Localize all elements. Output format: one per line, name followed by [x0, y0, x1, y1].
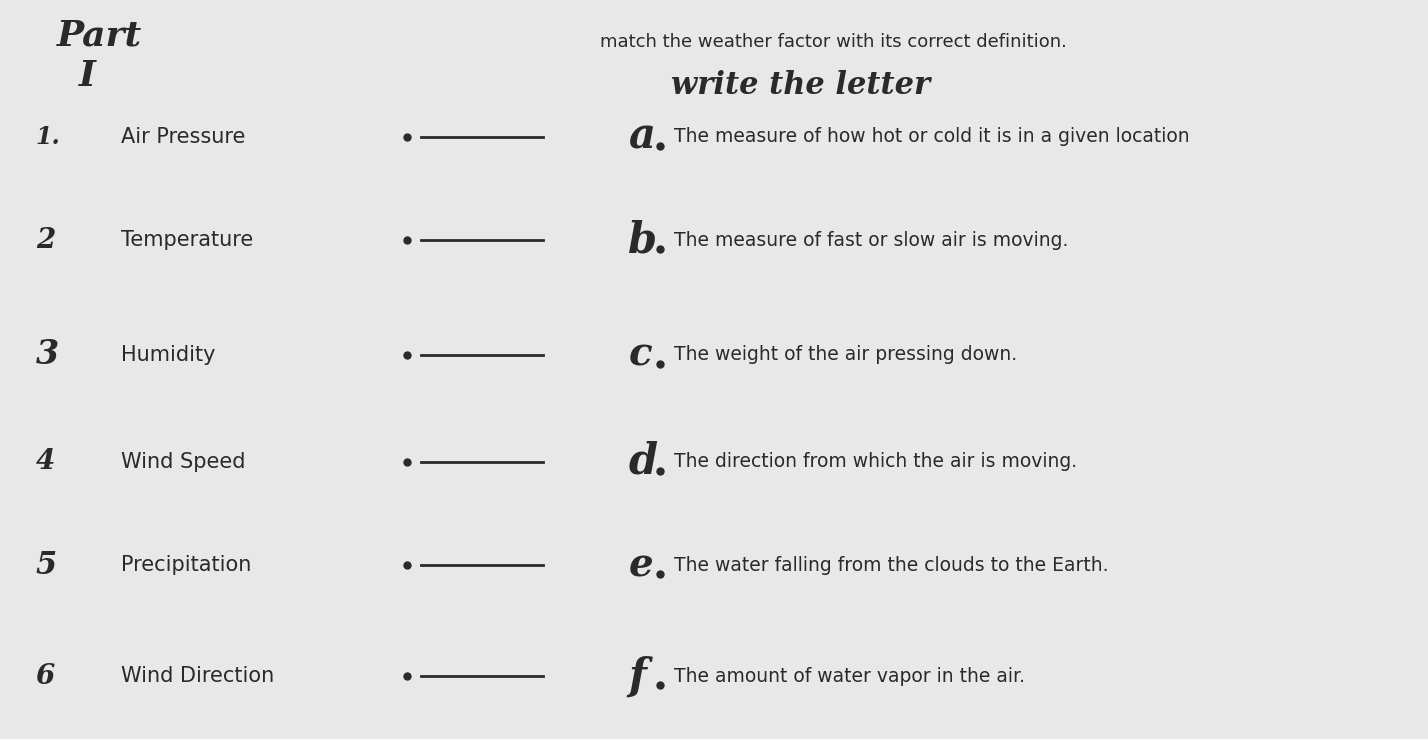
- Text: The amount of water vapor in the air.: The amount of water vapor in the air.: [674, 667, 1025, 686]
- Text: The direction from which the air is moving.: The direction from which the air is movi…: [674, 452, 1077, 471]
- Text: b: b: [628, 219, 657, 261]
- Text: The measure of how hot or cold it is in a given location: The measure of how hot or cold it is in …: [674, 127, 1190, 146]
- Text: 2: 2: [36, 227, 54, 253]
- Text: 5: 5: [36, 550, 57, 581]
- Text: a: a: [628, 116, 655, 157]
- Text: e: e: [628, 546, 653, 585]
- Text: match the weather factor with its correct definition.: match the weather factor with its correc…: [600, 33, 1067, 51]
- Text: 4: 4: [36, 449, 54, 475]
- Text: 3: 3: [36, 338, 59, 371]
- Text: c: c: [628, 336, 653, 374]
- Text: Wind Direction: Wind Direction: [121, 666, 274, 687]
- Text: Temperature: Temperature: [121, 230, 254, 251]
- Text: Air Pressure: Air Pressure: [121, 126, 246, 147]
- Text: The weight of the air pressing down.: The weight of the air pressing down.: [674, 345, 1017, 364]
- Text: I: I: [79, 59, 96, 93]
- Text: 1.: 1.: [36, 125, 60, 149]
- Text: Wind Speed: Wind Speed: [121, 452, 246, 472]
- Text: f: f: [628, 655, 647, 697]
- Text: Part: Part: [57, 18, 143, 52]
- Text: write the letter: write the letter: [671, 70, 930, 101]
- Text: 6: 6: [36, 663, 54, 689]
- Text: d: d: [628, 441, 657, 483]
- Text: Precipitation: Precipitation: [121, 555, 251, 576]
- Text: The measure of fast or slow air is moving.: The measure of fast or slow air is movin…: [674, 231, 1068, 250]
- Text: The water falling from the clouds to the Earth.: The water falling from the clouds to the…: [674, 556, 1108, 575]
- Text: Humidity: Humidity: [121, 344, 216, 365]
